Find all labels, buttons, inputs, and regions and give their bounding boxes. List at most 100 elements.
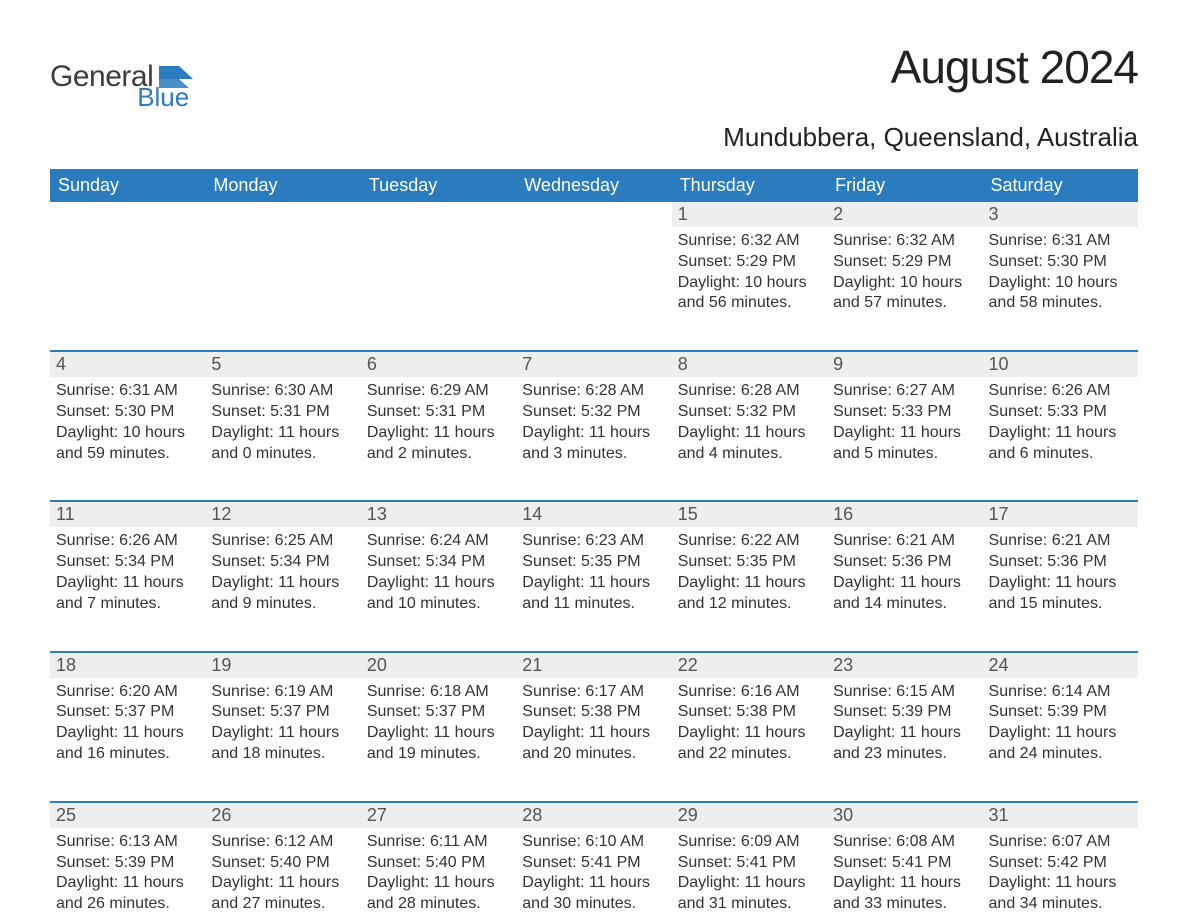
daylight-line-label: Daylight: <box>522 874 584 891</box>
day-number-cell: 8 <box>672 351 827 377</box>
sunset-line-value: 5:37 PM <box>426 703 486 720</box>
sunrise-line: Sunrise: 6:14 AM <box>989 682 1132 703</box>
sunset-line-value: 5:38 PM <box>736 703 796 720</box>
sunrise-line-label: Sunrise: <box>833 833 892 850</box>
daylight-line-label: Daylight: <box>678 874 740 891</box>
sunrise-line-label: Sunrise: <box>522 683 581 700</box>
day-detail-cell: Sunrise: 6:09 AMSunset: 5:41 PMDaylight:… <box>672 828 827 923</box>
sunset-line-label: Sunset: <box>522 403 576 420</box>
day-detail-cell: Sunrise: 6:21 AMSunset: 5:36 PMDaylight:… <box>827 527 982 651</box>
sunrise-line-value: 6:10 AM <box>585 833 644 850</box>
sunrise-line-label: Sunrise: <box>522 833 581 850</box>
week-detail-row: Sunrise: 6:13 AM Sunset: 5:39 PM Daylight:… <box>50 828 1138 923</box>
sunset-line: Sunset: 5:40 PM <box>211 853 354 874</box>
sunset-line: Sunset: 5:30 PM <box>56 402 199 423</box>
day-detail-cell: Sunrise: 6:24 AMSunset: 5:34 PMDaylight:… <box>361 527 516 651</box>
sunrise-line-label: Sunrise: <box>522 532 581 549</box>
day-number-cell: 24 <box>983 652 1138 678</box>
week-daynum-row: 45678910 <box>50 351 1138 377</box>
sunset-line: Sunset: 5:38 PM <box>522 702 665 723</box>
sunrise-line: Sunrise: 6:22 AM <box>678 531 821 552</box>
sunset-line-label: Sunset: <box>56 403 110 420</box>
sunrise-line-label: Sunrise: <box>678 683 737 700</box>
sunset-line-label: Sunset: <box>522 854 576 871</box>
day-number-cell: 10 <box>983 351 1138 377</box>
daylight-line-label: Daylight: <box>678 424 740 441</box>
sunrise-line-value: 6:22 AM <box>741 532 800 549</box>
daylight-line-label: Daylight: <box>678 274 740 291</box>
sunset-line: Sunset: 5:33 PM <box>833 402 976 423</box>
sunset-line-value: 5:29 PM <box>892 253 952 270</box>
page-title: August 2024 <box>723 40 1138 94</box>
sunset-line-label: Sunset: <box>833 854 887 871</box>
daylight-line: Daylight: 11 hours and 3 minutes. <box>522 423 665 465</box>
sunrise-line: Sunrise: 6:19 AM <box>211 682 354 703</box>
sunrise-line-value: 6:09 AM <box>741 833 800 850</box>
sunrise-line-value: 6:17 AM <box>585 683 644 700</box>
sunrise-line-label: Sunrise: <box>367 382 426 399</box>
sunset-line: Sunset: 5:41 PM <box>678 853 821 874</box>
sunset-line: Sunset: 5:41 PM <box>833 853 976 874</box>
daylight-line: Daylight: 11 hours and 9 minutes. <box>211 573 354 615</box>
sunrise-line: Sunrise: 6:21 AM <box>989 531 1132 552</box>
daylight-line: Daylight: 11 hours and 4 minutes. <box>678 423 821 465</box>
sunrise-line-label: Sunrise: <box>56 532 115 549</box>
day-number-cell: 6 <box>361 351 516 377</box>
sunset-line-label: Sunset: <box>989 553 1043 570</box>
empty-cell <box>516 202 671 227</box>
day-number-cell: 11 <box>50 501 205 527</box>
sunrise-line-label: Sunrise: <box>211 833 270 850</box>
daylight-line-label: Daylight: <box>522 424 584 441</box>
sunrise-line: Sunrise: 6:07 AM <box>989 832 1132 853</box>
week-detail-row: Sunrise: 6:32 AMSunset: 5:29 PMDaylight:… <box>50 227 1138 351</box>
sunset-line-label: Sunset: <box>522 703 576 720</box>
sunrise-line: Sunrise: 6:25 AM <box>211 531 354 552</box>
sunset-line-value: 5:42 PM <box>1047 854 1107 871</box>
sunrise-line: Sunrise: 6:18 AM <box>367 682 510 703</box>
day-number-cell: 19 <box>205 652 360 678</box>
daylight-line-label: Daylight: <box>522 724 584 741</box>
day-number-cell: 13 <box>361 501 516 527</box>
daylight-line: Daylight: 11 hours and 19 minutes. <box>367 723 510 765</box>
sunrise-line-label: Sunrise: <box>678 382 737 399</box>
sunrise-line: Sunrise: 6:29 AM <box>367 381 510 402</box>
daylight-line-label: Daylight: <box>989 274 1051 291</box>
daylight-line-label: Daylight: <box>522 574 584 591</box>
daylight-line: Daylight: 11 hours and 7 minutes. <box>56 573 199 615</box>
sunrise-line-value: 6:13 AM <box>119 833 178 850</box>
day-detail-cell: Sunrise: 6:14 AMSunset: 5:39 PMDaylight:… <box>983 678 1138 802</box>
day-number-cell: 5 <box>205 351 360 377</box>
sunset-line-label: Sunset: <box>833 253 887 270</box>
sunrise-line: Sunrise: 6:09 AM <box>678 832 821 853</box>
daylight-line: Daylight: 11 hours and 5 minutes. <box>833 423 976 465</box>
sunset-line: Sunset: 5:37 PM <box>211 702 354 723</box>
day-number-cell: 16 <box>827 501 982 527</box>
sunset-line: Sunset: 5:39 PM <box>56 853 199 874</box>
sunrise-line-value: 6:15 AM <box>896 683 955 700</box>
daylight-line-label: Daylight: <box>367 874 429 891</box>
day-detail-cell: Sunrise: 6:10 AM Sunset: 5:41 PMDaylight:… <box>516 828 671 923</box>
sunset-line: Sunset: 5:37 PM <box>56 702 199 723</box>
sunset-line-label: Sunset: <box>211 553 265 570</box>
day-number-cell: 28 <box>516 802 671 828</box>
sunrise-line-label: Sunrise: <box>989 382 1048 399</box>
daylight-line: Daylight: 11 hours and 33 minutes. <box>833 873 976 915</box>
sunset-line: Sunset: 5:41 PM <box>522 853 665 874</box>
sunset-line: Sunset: 5:29 PM <box>678 252 821 273</box>
day-number-cell: 30 <box>827 802 982 828</box>
sunrise-line-label: Sunrise: <box>833 382 892 399</box>
daylight-line-label: Daylight: <box>367 724 429 741</box>
sunset-line: Sunset: 5:30 PM <box>989 252 1132 273</box>
daylight-line: Daylight: 11 hours and 14 minutes. <box>833 573 976 615</box>
day-of-week-header: Monday <box>205 169 360 202</box>
sunrise-line-label: Sunrise: <box>678 532 737 549</box>
sunset-line-label: Sunset: <box>367 553 421 570</box>
day-detail-cell: Sunrise: 6:12 AMSunset: 5:40 PMDaylight:… <box>205 828 360 923</box>
daylight-line: Daylight: 11 hours and 11 minutes. <box>522 573 665 615</box>
sunrise-line: Sunrise: 6:32 AM <box>678 231 821 252</box>
day-detail-cell: Sunrise: 6:29 AMSunset: 5:31 PMDaylight:… <box>361 377 516 501</box>
day-detail-cell: Sunrise: 6:21 AMSunset: 5:36 PMDaylight:… <box>983 527 1138 651</box>
sunset-line-label: Sunset: <box>833 703 887 720</box>
daylight-line: Daylight: 11 hours and 16 minutes. <box>56 723 199 765</box>
sunset-line-label: Sunset: <box>678 703 732 720</box>
